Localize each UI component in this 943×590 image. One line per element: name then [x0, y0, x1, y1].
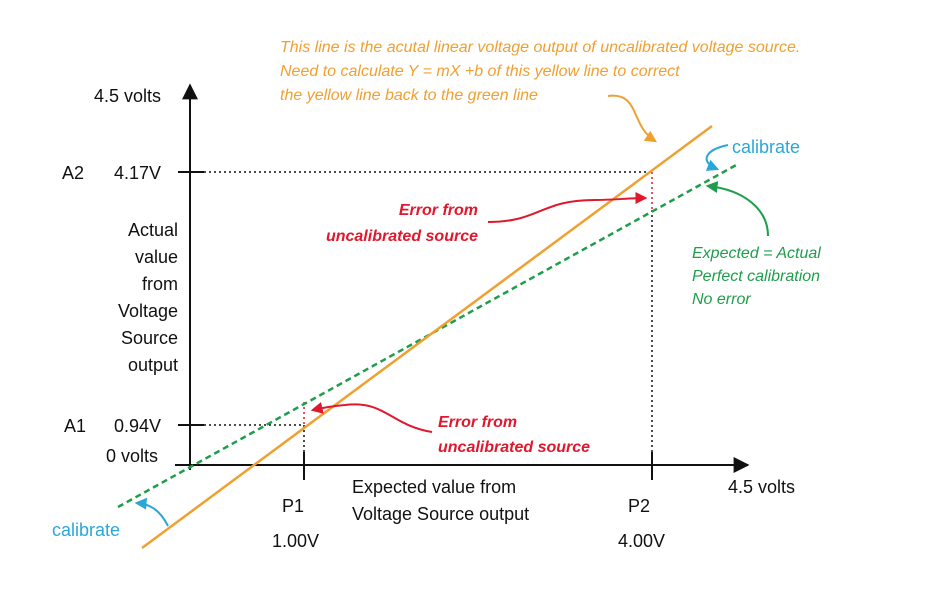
calibrate-bottom-label: calibrate: [52, 520, 120, 540]
error-bottom-line: uncalibrated source: [438, 439, 590, 456]
actual-line: [141, 124, 713, 550]
top-note-line: the yellow line back to the green line: [280, 87, 538, 104]
expected-note-arrow: [705, 181, 769, 237]
expected-note-line: Perfect calibration: [692, 268, 820, 285]
y-axis-title-line: from: [142, 274, 178, 294]
x-axis-title-line: Expected value from: [352, 477, 516, 497]
y-axis-title-line: output: [128, 355, 178, 375]
y-axis-max-label: 4.5 volts: [94, 86, 161, 106]
error-bottom-arrow: [310, 402, 433, 433]
calibrate-bottom-arrow: [134, 497, 169, 527]
expected-note-line: No error: [692, 291, 751, 308]
a1-name: A1: [64, 416, 86, 436]
p1-name: P1: [282, 496, 304, 516]
y-axis-zero-label: 0 volts: [106, 446, 158, 466]
x-axis-title-line: Voltage Source output: [352, 504, 529, 524]
error-top-line: Error from: [399, 202, 478, 219]
calibrate-top-label: calibrate: [732, 137, 800, 157]
calibrate-top-arrow: [705, 144, 729, 171]
top-note-line: Need to calculate Y = mX +b of this yell…: [280, 63, 680, 80]
y-axis-title-line: value: [135, 247, 178, 267]
y-axis-title-line: Source: [121, 328, 178, 348]
expected-note-line: Expected = Actual: [692, 245, 821, 262]
a2-value: 4.17V: [114, 163, 161, 183]
a2-name: A2: [62, 163, 84, 183]
y-axis-title: Actual value from Voltage Source output: [118, 220, 178, 375]
a1-value: 0.94V: [114, 416, 161, 436]
y-axis-title-line: Voltage: [118, 301, 178, 321]
p2-value: 4.00V: [618, 531, 665, 551]
p2-name: P2: [628, 496, 650, 516]
y-axis-title-line: Actual: [128, 220, 178, 240]
error-top-line: uncalibrated source: [326, 228, 478, 245]
top-note-arrow: [607, 94, 658, 143]
error-bottom-line: Error from: [438, 414, 517, 431]
top-note: This line is the acutal linear voltage o…: [280, 39, 800, 104]
x-axis-max-label: 4.5 volts: [728, 477, 795, 497]
top-note-line: This line is the acutal linear voltage o…: [280, 39, 800, 56]
error-top-arrow: [487, 192, 648, 223]
expected-note: Expected = Actual Perfect calibration No…: [692, 245, 821, 308]
p1-value: 1.00V: [272, 531, 319, 551]
